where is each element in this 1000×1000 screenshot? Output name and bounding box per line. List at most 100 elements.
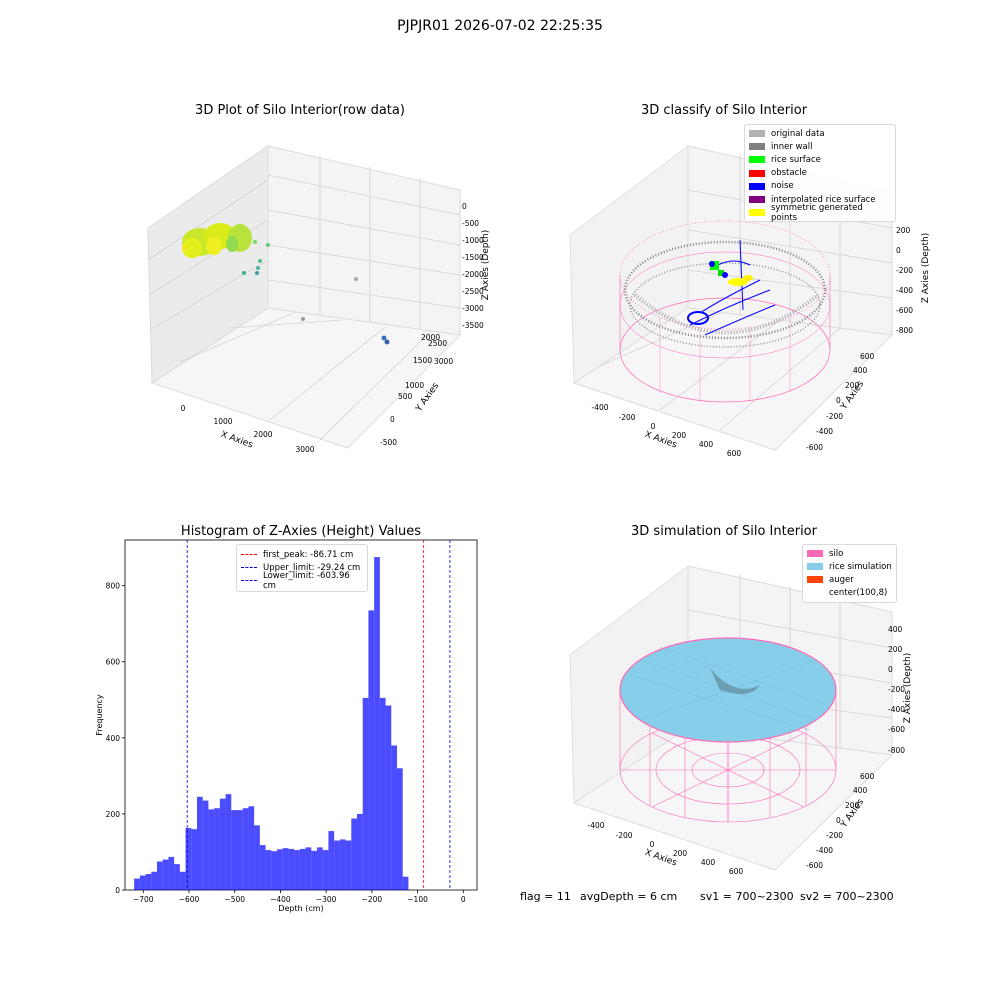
raw-ytick: -500 <box>380 438 397 447</box>
x-tick-label: 0 <box>461 895 466 904</box>
legend-line-swatch <box>241 554 257 556</box>
simulation-ztick: -600 <box>888 725 905 734</box>
histogram-bar <box>168 856 175 890</box>
simulation-ytick: 600 <box>860 772 875 781</box>
raw-xtick: 3000 <box>295 445 314 454</box>
legend-swatch <box>749 209 765 217</box>
legend-swatch <box>749 130 765 138</box>
classify-ztick: 0 <box>896 246 901 255</box>
x-tick-label: −100 <box>407 895 428 904</box>
raw-grid <box>147 155 461 441</box>
histogram-bar <box>179 871 186 890</box>
legend-label: inner wall <box>771 141 813 152</box>
x-tick-label: −300 <box>316 895 337 904</box>
histogram-bar <box>282 848 289 890</box>
histogram-x-ticks: −700 −600 −500 −400 −300 −200 −100 0 <box>133 890 466 904</box>
rice-surface-depression <box>710 668 760 694</box>
classify-ytick: -400 <box>816 427 833 436</box>
legend-item: first_peak: -86.71 cm <box>241 548 363 561</box>
raw-3d-plot: 0 1000 2000 3000 X Axies -500 0 500 1000… <box>147 145 491 454</box>
legend-swatch <box>749 182 765 190</box>
legend-label: first_peak: -86.71 cm <box>263 549 354 560</box>
histogram-bar <box>185 827 192 890</box>
histogram-bar <box>311 850 317 890</box>
histogram-bar <box>357 813 363 890</box>
classify-ytick: -200 <box>826 412 843 421</box>
histogram-bar <box>322 850 329 890</box>
simulation-ztick: -200 <box>888 685 905 694</box>
histogram-bar <box>305 847 312 890</box>
simulation-ytick: -200 <box>826 831 843 840</box>
histogram-bar <box>174 864 180 890</box>
classify-pane-floor <box>572 307 894 451</box>
histogram-bar <box>334 840 340 890</box>
legend-swatch <box>807 589 823 597</box>
classify-ztick: -400 <box>896 286 913 295</box>
legend-item: silo <box>807 547 892 560</box>
simulation-ytick: 200 <box>845 801 860 810</box>
raw-xlabel: X Axies <box>219 430 254 451</box>
classify-ytick: 600 <box>860 352 875 361</box>
simulation-zlabel: Z Axies (Depth) <box>903 653 913 724</box>
raw-xtick: 1000 <box>213 417 232 426</box>
legend-label: auger <box>829 574 854 585</box>
raw-ztick: -1000 <box>462 236 484 245</box>
y-tick-label: 400 <box>106 734 121 743</box>
histogram-bar <box>248 806 255 890</box>
legend-swatch <box>749 196 765 204</box>
raw-xtick: 2000 <box>253 430 272 439</box>
simulation-ztick: -400 <box>888 705 905 714</box>
classify-silo-wireframe <box>619 220 831 403</box>
classify-ytick: 200 <box>845 381 860 390</box>
raw-ztick: 0 <box>462 202 467 211</box>
raw-ztick: -3000 <box>462 304 484 313</box>
histogram-bar <box>157 861 163 890</box>
classify-xtick: 200 <box>672 431 687 440</box>
simulation-3d-plot: -400 -200 0 200 400 600 X Axies -600 -40… <box>569 565 913 876</box>
histogram-bar <box>139 875 146 890</box>
legend-swatch <box>749 169 765 177</box>
legend-label: silo <box>829 548 844 559</box>
classify-ztick: -600 <box>896 306 913 315</box>
x-tick-label: −500 <box>224 895 245 904</box>
histogram-bar <box>151 871 157 890</box>
x-tick-label: −400 <box>270 895 291 904</box>
legend-item: Upper_limit: -29.24 cm <box>241 561 363 574</box>
classify-ztick: 200 <box>896 226 911 235</box>
histogram-bar <box>391 745 397 890</box>
raw-plot-title: 3D Plot of Silo Interior(row data) <box>195 103 405 118</box>
legend-item: inner wall <box>749 140 891 153</box>
legend-swatch <box>807 550 823 558</box>
legend-item: interpolated rice surface <box>749 193 891 206</box>
sv1-text: sv1 = 700~2300 <box>700 890 794 903</box>
histogram-bar <box>345 840 352 890</box>
raw-ztick: -2500 <box>462 287 484 296</box>
classify-plot-title: 3D classify of Silo Interior <box>640 103 808 118</box>
simulation-ztick: -800 <box>888 746 905 755</box>
histogram-ylabel: Frequency <box>95 694 104 736</box>
legend-label: rice surface <box>771 154 821 165</box>
classify-zlabel: Z Axies (Depth) <box>921 233 931 304</box>
simulation-ytick: -600 <box>806 861 823 870</box>
raw-ztick: -1500 <box>462 253 484 262</box>
histogram-bar <box>237 810 243 890</box>
histogram-bar <box>339 839 346 890</box>
raw-ytick: 1500 <box>413 356 432 365</box>
x-tick-label: −600 <box>179 895 200 904</box>
histogram-bar <box>225 794 232 890</box>
histogram-chart: −700 −600 −500 −400 −300 −200 −100 0 0 200 400 600… <box>95 539 478 913</box>
legend-item: original data <box>749 127 891 140</box>
histogram-bar <box>197 796 203 890</box>
histogram-bar <box>385 705 392 890</box>
y-tick-label: 800 <box>106 582 121 591</box>
simulation-ztick: 0 <box>888 665 893 674</box>
histogram-bar <box>379 697 386 890</box>
legend-swatch <box>807 576 823 584</box>
simulation-plot-title: 3D simulation of Silo Interior <box>631 524 817 539</box>
histogram-xlabel: Depth (cm) <box>278 904 323 913</box>
histogram-bar <box>299 848 306 890</box>
simulation-xtick: 400 <box>701 858 716 867</box>
legend-line-swatch <box>241 567 257 569</box>
simulation-ytick: 400 <box>853 786 868 795</box>
y-tick-label: 600 <box>106 658 121 667</box>
